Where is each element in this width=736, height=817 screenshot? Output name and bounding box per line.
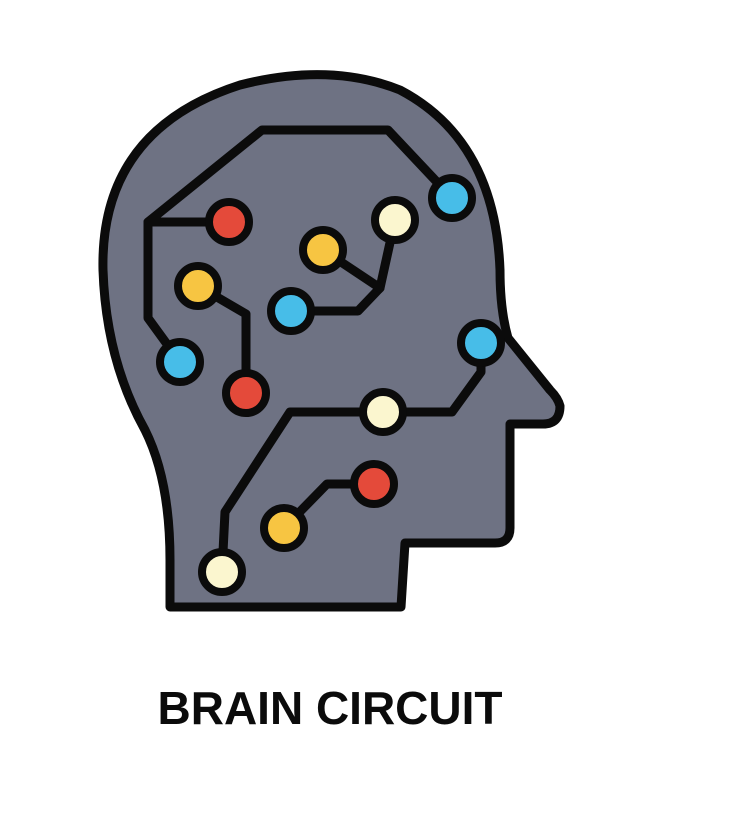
node-cream-bottom bbox=[198, 548, 246, 596]
node-red-left bbox=[222, 369, 270, 417]
node-cream-middle bbox=[359, 388, 407, 436]
node-yellow-bottom bbox=[260, 504, 308, 552]
node-blue-right bbox=[457, 319, 505, 367]
node-blue-left bbox=[156, 338, 204, 386]
node-cream-top bbox=[371, 196, 419, 244]
trace-center bbox=[286, 215, 400, 316]
node-blue-top-right bbox=[428, 174, 476, 222]
node-yellow-left bbox=[174, 262, 222, 310]
circuit-nodes bbox=[156, 174, 505, 596]
trace-top bbox=[143, 125, 457, 227]
caption-title: BRAIN CIRCUIT bbox=[157, 682, 503, 734]
node-yellow-center bbox=[299, 226, 347, 274]
trace-left bbox=[143, 217, 234, 367]
circuit-traces bbox=[143, 125, 486, 577]
node-red-bottom bbox=[350, 460, 398, 508]
node-blue-center bbox=[267, 287, 315, 335]
node-red-top bbox=[205, 198, 253, 246]
